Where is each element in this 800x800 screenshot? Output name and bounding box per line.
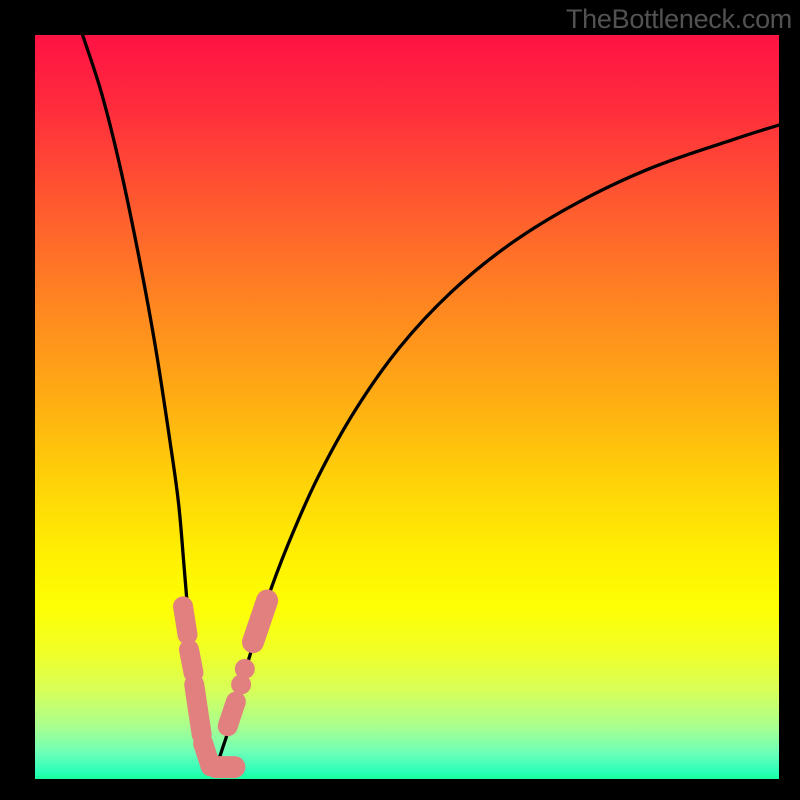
watermark-text: TheBottleneck.com — [566, 4, 792, 35]
bead-capsule — [189, 650, 193, 673]
bead-capsule — [194, 685, 201, 735]
chart-canvas: TheBottleneck.com — [0, 0, 800, 800]
plot-background — [35, 35, 779, 779]
bead-dot — [235, 659, 255, 679]
bead-capsule — [253, 600, 267, 642]
bead-capsule — [228, 702, 236, 727]
bead-capsule — [183, 606, 187, 634]
bottleneck-chart — [0, 0, 800, 800]
